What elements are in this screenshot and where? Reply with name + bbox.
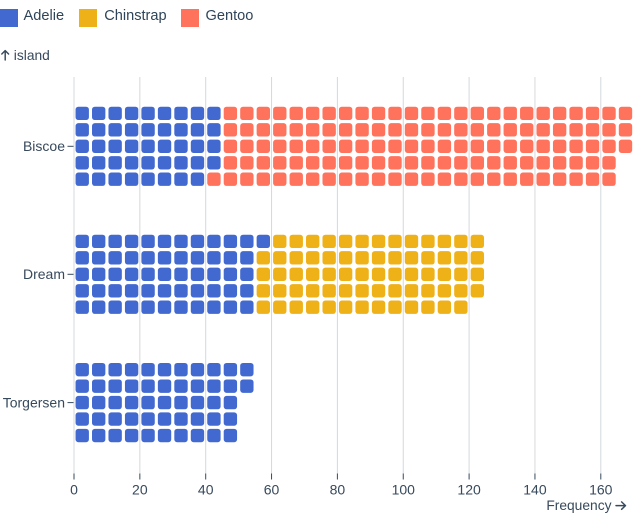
svg-text:Torgersen: Torgersen <box>3 394 65 410</box>
svg-text:120: 120 <box>457 482 481 498</box>
svg-text:80: 80 <box>330 482 346 498</box>
svg-text:100: 100 <box>392 482 416 498</box>
svg-text:0: 0 <box>70 482 78 498</box>
svg-text:140: 140 <box>523 482 547 498</box>
svg-text:island: island <box>14 48 50 63</box>
svg-text:60: 60 <box>264 482 280 498</box>
svg-text:Dream: Dream <box>23 266 65 282</box>
svg-text:Frequency: Frequency <box>546 498 611 513</box>
svg-text:40: 40 <box>198 482 214 498</box>
svg-text:Biscoe: Biscoe <box>23 138 65 154</box>
svg-text:160: 160 <box>589 482 613 498</box>
svg-text:20: 20 <box>132 482 148 498</box>
